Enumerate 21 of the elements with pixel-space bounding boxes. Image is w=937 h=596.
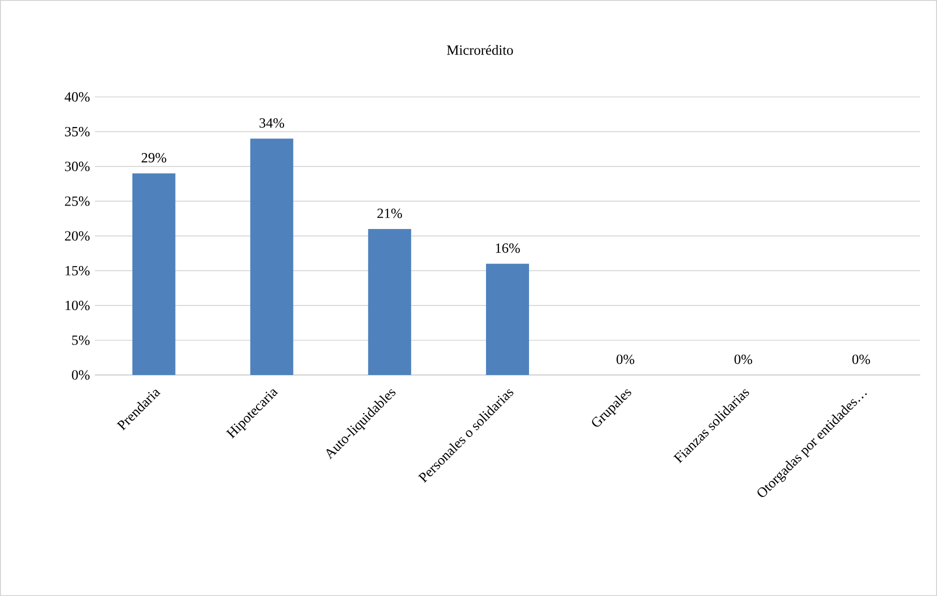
y-tick-label: 10% (66, 300, 90, 310)
bar (250, 138, 294, 376)
data-label: 0% (734, 354, 752, 364)
y-tick-label: 15% (66, 266, 90, 276)
y-tick-label: 30% (65, 162, 90, 172)
data-label: 21% (377, 208, 402, 218)
y-tick-label: 0% (72, 370, 90, 380)
data-label: 16% (496, 243, 520, 253)
y-tick-label: 40% (64, 92, 90, 102)
bar (132, 173, 176, 376)
chart-title: Microrédito (446, 44, 513, 55)
bar (486, 264, 530, 376)
data-label: 29% (142, 153, 166, 163)
y-tick-label: 35% (65, 126, 90, 136)
y-tick-label: 5% (72, 335, 90, 345)
data-label: 34% (260, 118, 284, 128)
data-label: 0% (852, 354, 870, 364)
data-label: 0% (616, 354, 634, 364)
y-tick-label: 25% (65, 196, 90, 206)
y-tick-label: 20% (65, 231, 90, 241)
bar (368, 229, 412, 376)
